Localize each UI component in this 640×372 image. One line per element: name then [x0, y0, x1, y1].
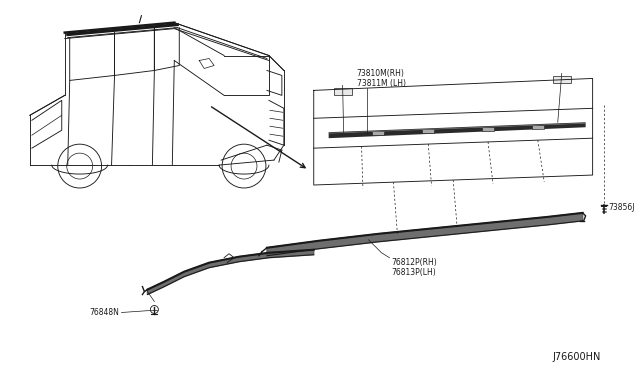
Text: 76812P(RH)
76813P(LH): 76812P(RH) 76813P(LH)	[392, 258, 437, 277]
Bar	[333, 89, 351, 95]
Bar	[482, 127, 494, 131]
Polygon shape	[267, 213, 582, 256]
Bar	[372, 131, 385, 135]
Text: J76600HN: J76600HN	[553, 352, 601, 362]
Bar	[422, 129, 435, 133]
Bar	[553, 76, 571, 83]
Polygon shape	[329, 122, 586, 138]
Bar	[532, 125, 544, 129]
Text: 73810M(RH)
73811M (LH): 73810M(RH) 73811M (LH)	[356, 69, 406, 89]
Polygon shape	[147, 250, 314, 295]
Text: 76848N: 76848N	[90, 308, 120, 317]
Text: 73856J: 73856J	[609, 203, 635, 212]
